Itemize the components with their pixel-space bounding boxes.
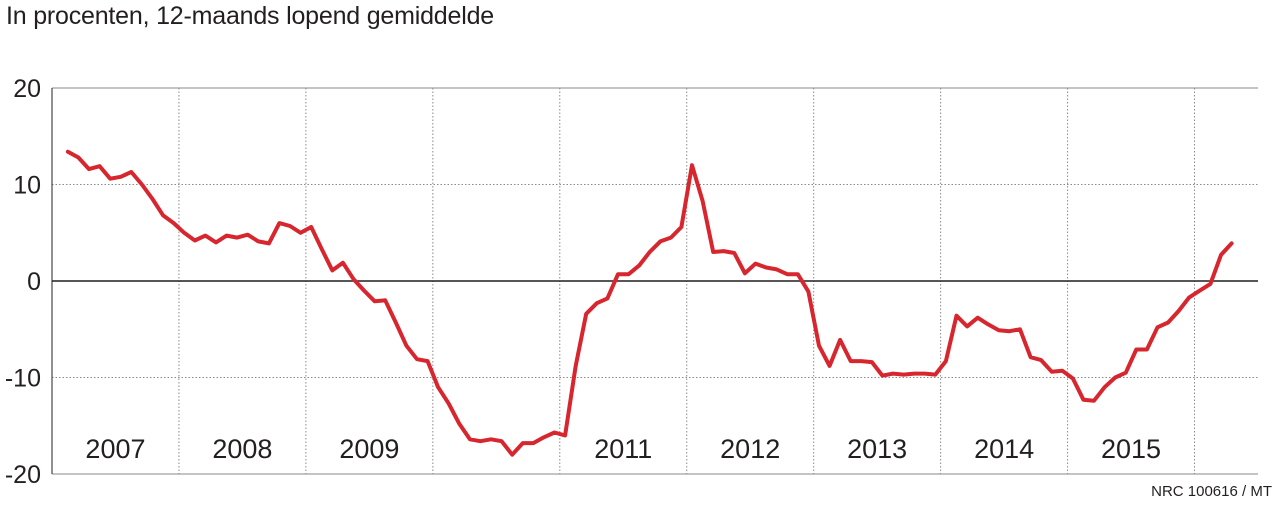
series-line-0 <box>65 149 1234 457</box>
year-label-2011: 2011 <box>594 434 652 464</box>
y-tick-label: -10 <box>5 365 41 393</box>
y-tick-label: -20 <box>5 461 41 489</box>
y-axis-ticks: 20 10 0 -10 -20 <box>5 75 41 489</box>
year-label-2012: 2012 <box>720 434 780 464</box>
source-credit: NRC 100616 / MT <box>1151 483 1272 500</box>
y-tick-label: 20 <box>13 75 41 103</box>
series-layer <box>65 149 1234 457</box>
year-label-2013: 2013 <box>847 434 907 464</box>
year-label-2015: 2015 <box>1101 434 1161 464</box>
year-label-2008: 2008 <box>212 434 272 464</box>
gridlines <box>51 87 1258 475</box>
year-labels: 2007 2008 2009 2011 2012 2013 2014 2015 <box>85 434 1161 464</box>
year-label-2009: 2009 <box>339 434 399 464</box>
y-tick-label: 0 <box>27 268 41 296</box>
chart-subtitle: In procenten, 12-maands lopend gemiddeld… <box>6 2 494 30</box>
year-label-2014: 2014 <box>974 434 1034 464</box>
y-tick-label: 10 <box>13 172 41 200</box>
year-label-2007: 2007 <box>85 434 145 464</box>
